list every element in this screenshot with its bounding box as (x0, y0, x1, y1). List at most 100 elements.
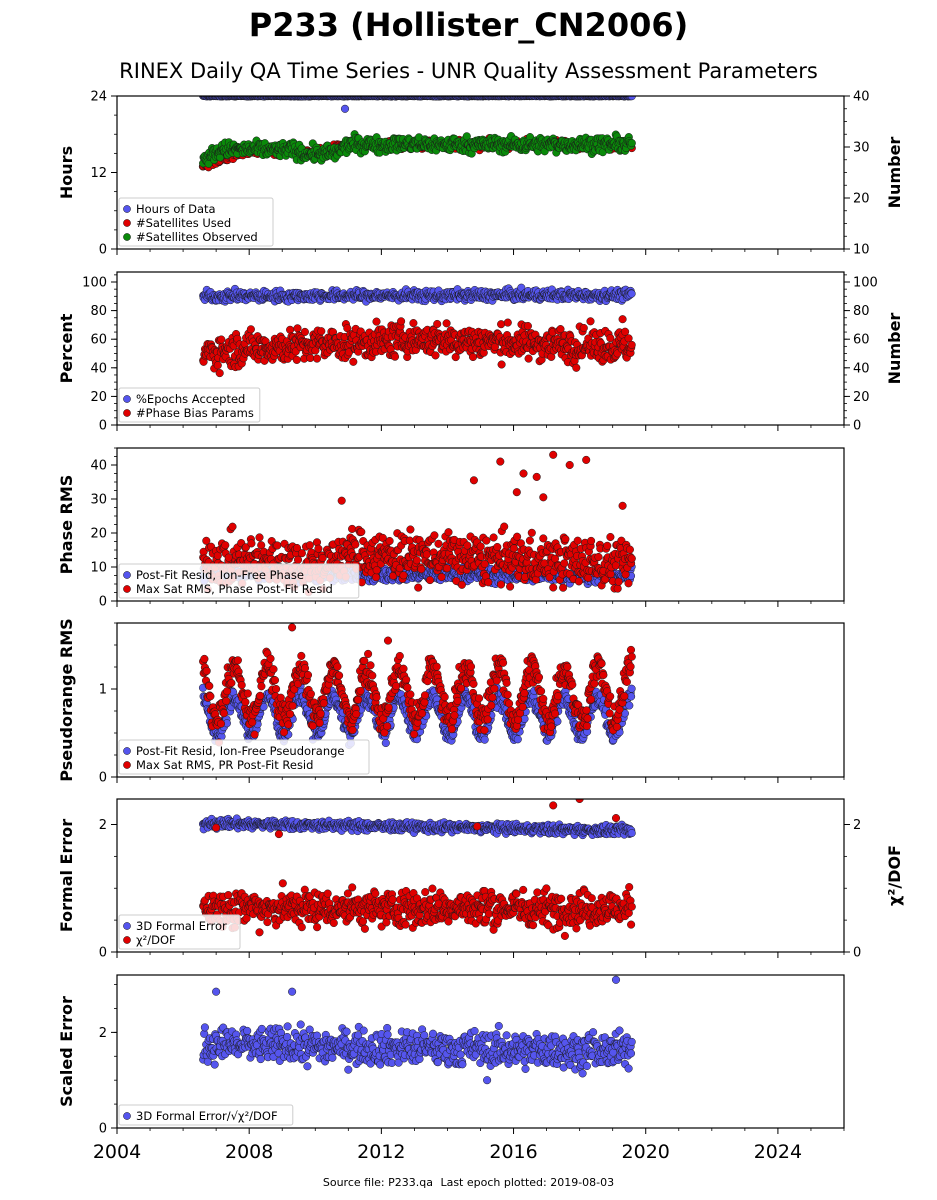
y2-tick-label: 60 (853, 333, 870, 348)
data-point (273, 541, 282, 550)
y2-tick-label: 30 (853, 141, 870, 156)
data-point (372, 317, 381, 326)
data-point (468, 352, 478, 362)
data-point (409, 319, 418, 328)
data-point (314, 544, 323, 553)
data-point (506, 582, 515, 591)
data-point-outlier (340, 104, 350, 113)
series-2 (199, 315, 636, 378)
series-1 (199, 96, 636, 113)
data-point (293, 555, 303, 564)
data-point (560, 559, 569, 568)
data-point (247, 539, 256, 548)
data-point (312, 354, 322, 363)
y-tick-label: 0 (99, 419, 107, 434)
y-axis-label: Percent (57, 313, 76, 383)
data-point (627, 289, 636, 298)
y2-tick-label: 0 (853, 419, 861, 434)
legend-label: #Phase Bias Params (136, 406, 254, 420)
legend: Hours of Data#Satellites Used#Satellites… (118, 197, 274, 247)
data-point (215, 369, 224, 378)
data-point (317, 327, 326, 336)
y2-tick-label: 10 (853, 243, 870, 258)
legend-label: Hours of Data (136, 202, 216, 216)
data-point (579, 323, 588, 333)
data-point (627, 340, 636, 349)
data-point (586, 317, 595, 326)
data-point-outlier (618, 315, 627, 324)
data-point (500, 522, 509, 531)
data-point (385, 536, 394, 546)
data-point (213, 361, 222, 370)
y-tick-label: 24 (90, 90, 107, 105)
y2-tick-label: 40 (853, 361, 870, 376)
data-point (425, 576, 435, 585)
data-point (561, 535, 570, 544)
y2-tick-label: 20 (853, 192, 870, 207)
data-point (437, 572, 446, 582)
y-tick-label: 20 (90, 390, 107, 405)
data-point (414, 583, 423, 592)
data-point (434, 539, 443, 548)
data-point (371, 573, 381, 582)
legend-marker (123, 205, 131, 213)
y-tick-label: 100 (82, 276, 107, 291)
data-point (525, 536, 534, 545)
data-point (484, 578, 493, 587)
data-point-outlier (572, 363, 581, 372)
data-point (549, 583, 558, 592)
legend-marker (123, 409, 131, 417)
data-point (351, 540, 360, 549)
data-point (503, 318, 512, 327)
data-point (482, 536, 491, 545)
data-point (433, 319, 442, 329)
data-point (390, 352, 400, 361)
data-points (198, 96, 636, 172)
data-point (224, 553, 233, 562)
legend-marker (123, 219, 131, 227)
data-point (397, 317, 406, 326)
data-point (221, 541, 230, 550)
data-point (305, 541, 314, 550)
data-point (497, 320, 506, 329)
y-tick-label: 80 (90, 304, 107, 319)
data-point (627, 139, 636, 148)
data-point (417, 565, 426, 574)
y2-tick-label: 100 (853, 276, 878, 291)
data-point (444, 528, 453, 537)
data-point (405, 536, 414, 545)
data-point (430, 531, 439, 540)
legend-marker (123, 233, 131, 241)
chart-subtitle: RINEX Daily QA Time Series - UNR Quality… (119, 59, 818, 83)
data-point (489, 533, 498, 542)
series-3 (199, 130, 636, 168)
data-point (497, 360, 506, 369)
y2-axis-label: Number (885, 313, 904, 385)
data-point (496, 580, 506, 589)
y-tick-label: 12 (90, 166, 107, 181)
series-1 (199, 283, 636, 306)
data-point (300, 327, 309, 336)
data-point (217, 335, 226, 344)
data-point (539, 534, 548, 543)
data-point (443, 564, 452, 573)
data-point (457, 580, 466, 589)
y-axis-label: Hours (57, 146, 76, 199)
data-point (246, 325, 255, 334)
chart-title: P233 (Hollister_CN2006) (248, 6, 689, 44)
data-point (348, 524, 357, 533)
data-point (431, 351, 440, 360)
data-point (422, 550, 431, 559)
data-point (559, 583, 568, 592)
data-point (357, 527, 366, 536)
y2-tick-label: 80 (853, 304, 870, 319)
y2-tick-label: 20 (853, 390, 870, 405)
data-points (199, 283, 636, 378)
legend-label: #Satellites Observed (136, 230, 258, 244)
data-point (306, 353, 315, 363)
data-point (523, 321, 532, 331)
y2-tick-label: 40 (853, 90, 870, 105)
